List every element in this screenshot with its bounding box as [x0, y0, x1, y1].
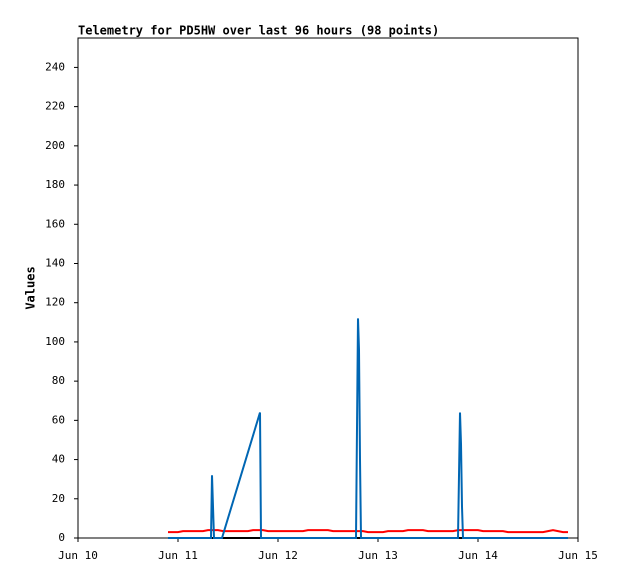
- x-tick-label: Jun 15: [558, 549, 598, 562]
- y-tick-label: 160: [45, 217, 65, 230]
- y-tick-label: 120: [45, 296, 65, 309]
- y-tick-label: 180: [45, 178, 65, 191]
- y-tick-label: 240: [45, 60, 65, 73]
- x-tick-label: Jun 11: [158, 549, 198, 562]
- y-tick-label: 100: [45, 335, 65, 348]
- plot-frame: [77, 37, 579, 539]
- y-tick-label: 80: [52, 374, 65, 387]
- y-axis-label: Values: [24, 266, 38, 309]
- x-tick-label: Jun 12: [258, 549, 298, 562]
- chart-title: Telemetry for PD5HW over last 96 hours (…: [78, 24, 439, 38]
- y-tick-label: 140: [45, 256, 65, 269]
- series-line: [168, 318, 568, 539]
- y-tick-label: 60: [52, 413, 65, 426]
- y-tick-label: 200: [45, 139, 65, 152]
- x-tick-label: Jun 13: [358, 549, 398, 562]
- y-tick-label: 40: [52, 453, 65, 466]
- x-tick-label: Jun 14: [458, 549, 498, 562]
- y-tick-label: 220: [45, 100, 65, 113]
- series-line: [168, 529, 568, 534]
- x-tick-label: Jun 10: [58, 549, 98, 562]
- y-tick-label: 0: [58, 531, 65, 544]
- y-tick-label: 20: [52, 492, 65, 505]
